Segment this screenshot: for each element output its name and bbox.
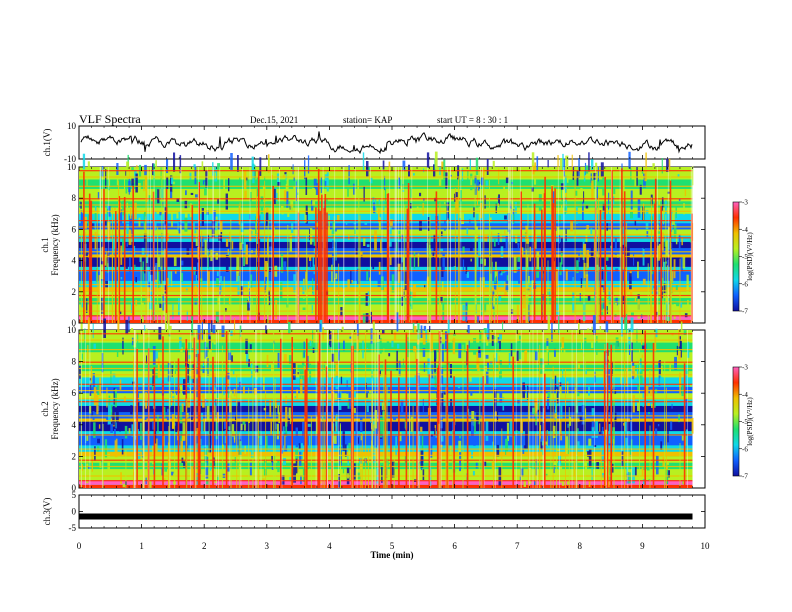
colorbar-tick-label: -5	[742, 253, 748, 261]
spectrogram-ch2-y-axis-label: Frequency (kHz)	[50, 378, 60, 439]
spectrogram-ch2-y-tick-label: 2	[72, 451, 77, 461]
waveform-ch1-y-tick-label: 10	[67, 121, 77, 131]
x-tick-label: 1	[139, 541, 144, 551]
colorbar-tick-label: -6	[742, 280, 748, 288]
spectrogram-ch1-y-tick-label: 6	[72, 224, 77, 234]
spectrogram-ch2-y-tick-label: 0	[72, 483, 77, 493]
colorbar-tick-label: -6	[742, 445, 748, 453]
x-tick-label: 8	[578, 541, 583, 551]
spectrogram-ch1-y-tick-label: 0	[72, 318, 77, 328]
waveform-ch1-y-tick-label: -10	[64, 154, 76, 164]
spectrogram-ch1-y-tick-label: 8	[72, 193, 77, 203]
x-tick-label: 7	[515, 541, 520, 551]
x-tick-label: 4	[327, 541, 332, 551]
waveform-ch3-y-tick-label: 5	[72, 490, 77, 500]
spectrogram-ch2-y-tick-label: 10	[67, 325, 77, 335]
spectrogram-ch1-y-tick-label: 2	[72, 287, 77, 297]
x-tick-label: 10	[701, 541, 711, 551]
spectrogram-ch2-y-tick-label: 6	[72, 388, 77, 398]
spectrogram-ch1-y-tick-label: 4	[72, 256, 77, 266]
chart-title: VLF Spectra	[79, 112, 141, 126]
colorbar-label: log(PSD)(V²/Hz)	[746, 232, 754, 281]
colorbar-tick-label: -7	[742, 473, 748, 481]
colorbar-tick-label: -4	[742, 391, 748, 399]
colorbar-tick-label: -4	[742, 226, 748, 234]
colorbar-tick-label: -5	[742, 418, 748, 426]
x-tick-label: 6	[452, 541, 457, 551]
spectrogram-ch2-channel-label: ch.2	[40, 401, 50, 416]
colorbar-ch2: -3 -4 -5 -6 -7 log(PSD)(V²/Hz)	[732, 364, 754, 481]
colorbar-tick-label: -3	[742, 364, 748, 372]
colorbar-label: log(PSD)(V²/Hz)	[746, 397, 754, 446]
colorbar-tick-label: -3	[742, 199, 748, 207]
date-label: Dec.15, 2021	[250, 115, 299, 125]
ch1-waveform-line	[80, 131, 693, 155]
x-tick-label: 3	[265, 541, 270, 551]
spectrogram-ch2-y-tick-label: 8	[72, 357, 77, 367]
spectrogram-ch2-image	[79, 311, 694, 488]
waveform-ch3-y-tick-label: -5	[69, 523, 77, 533]
x-tick-label: 5	[390, 541, 395, 551]
spectrogram-ch1-channel-label: ch.1	[40, 237, 50, 252]
colorbar-ch1: -3 -4 -5 -6 -7 log(PSD)(V²/Hz)	[732, 199, 754, 316]
x-tick-label: 9	[640, 541, 645, 551]
spectrogram-ch2-y-tick-label: 4	[72, 420, 77, 430]
spectrogram-ch1-y-tick-label: 10	[67, 162, 77, 172]
ch3-waveform-band	[79, 513, 693, 520]
waveform-ch3-y-axis-label: ch.3(V)	[42, 498, 52, 526]
start-time-label: start UT = 8 : 30 : 1	[437, 115, 509, 125]
spectrogram-ch1-image	[79, 151, 694, 323]
x-tick-label: 0	[77, 541, 82, 551]
waveform-ch3-frame	[78, 494, 706, 529]
waveform-ch1-y-axis-label: ch.1(V)	[42, 129, 52, 157]
x-tick-label: 2	[202, 541, 207, 551]
colorbar-tick-label: -7	[742, 308, 748, 316]
spectrogram-ch1-y-axis-label: Frequency (kHz)	[50, 214, 60, 275]
x-axis-label: Time (min)	[370, 550, 413, 560]
waveform-ch3-y-tick-label: 0	[72, 507, 77, 517]
station-label: station= KAP	[343, 115, 393, 125]
